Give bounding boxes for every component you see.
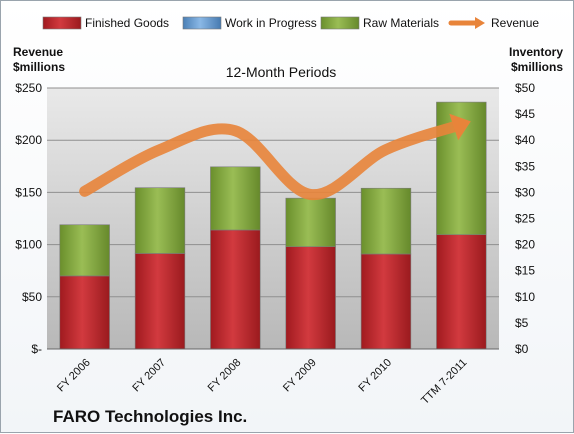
finished-goods-bar xyxy=(285,246,336,350)
x-tick-label: FY 2006 xyxy=(55,357,93,395)
right-tick-label: $25 xyxy=(515,212,535,226)
raw-materials-bar xyxy=(134,187,186,254)
bars-layer xyxy=(59,101,487,350)
left-tick-label: $250 xyxy=(15,81,42,95)
right-tick-label: $40 xyxy=(515,133,535,147)
left-axis-title-line1: Revenue xyxy=(13,45,63,59)
plot-area xyxy=(47,88,499,349)
right-tick-label: $10 xyxy=(515,290,535,304)
right-tick-label: $0 xyxy=(515,342,529,356)
legend-label-revenue: Revenue xyxy=(491,16,539,30)
right-tick-label: $35 xyxy=(515,159,535,173)
legend-swatch-finished-goods xyxy=(42,16,82,30)
legend: Finished Goods Work in Progress Raw Materi… xyxy=(42,16,539,30)
right-axis-title-line1: Inventory xyxy=(509,45,563,59)
left-tick-label: $200 xyxy=(15,133,42,147)
left-axis-title-line2: $millions xyxy=(13,60,65,74)
right-tick-label: $20 xyxy=(515,238,535,252)
left-tick-label: $50 xyxy=(22,290,42,304)
right-tick-label: $5 xyxy=(515,316,529,330)
x-tick-label: FY 2009 xyxy=(281,357,319,395)
revenue-line-layer xyxy=(79,113,471,200)
x-axis-ticks: FY 2006 FY 2007 FY 2008 FY 2009 FY 2010 TTM 7… xyxy=(55,357,469,407)
right-axis-title-line2: $millions xyxy=(511,60,563,74)
raw-materials-bar xyxy=(360,187,412,255)
x-tick-label: TTM 7-2011 xyxy=(419,357,469,407)
legend-label-finished-goods: Finished Goods xyxy=(85,16,169,30)
raw-materials-bar xyxy=(285,197,336,247)
left-axis-ticks: $- $50 $100 $150 $200 $250 xyxy=(15,81,42,356)
left-tick-label: $- xyxy=(31,342,42,356)
chart-title: 12-Month Periods xyxy=(226,64,337,80)
legend-label-raw-materials: Raw Materials xyxy=(363,16,439,30)
finished-goods-bar xyxy=(436,234,487,350)
left-tick-label: $150 xyxy=(15,185,42,199)
x-tick-label: FY 2008 xyxy=(206,357,244,395)
left-tick-label: $100 xyxy=(15,238,42,252)
right-tick-label: $45 xyxy=(515,107,535,121)
revenue-line xyxy=(79,119,467,200)
raw-materials-bar xyxy=(59,224,110,277)
right-tick-label: $30 xyxy=(515,185,535,199)
revenue-arrowhead xyxy=(449,113,471,141)
raw-materials-bar xyxy=(210,166,261,231)
finished-goods-bar xyxy=(134,253,186,350)
company-name: FARO Technologies Inc. xyxy=(53,407,247,426)
legend-swatch-raw-materials xyxy=(320,16,360,30)
legend-label-work-in-progress: Work in Progress xyxy=(225,16,317,30)
legend-swatch-work-in-progress xyxy=(182,16,222,30)
right-tick-label: $50 xyxy=(515,81,535,95)
right-tick-label: $15 xyxy=(515,264,535,278)
finished-goods-bar xyxy=(360,253,412,350)
right-axis-ticks: $0 $5 $10 $15 $20 $25 $30 $35 $40 $45 $50 xyxy=(515,81,535,356)
x-tick-label: FY 2010 xyxy=(356,357,394,395)
legend-arrow-revenue xyxy=(475,17,485,29)
finished-goods-bar xyxy=(210,229,261,350)
finished-goods-bar xyxy=(59,275,110,350)
x-tick-label: FY 2007 xyxy=(130,357,168,395)
